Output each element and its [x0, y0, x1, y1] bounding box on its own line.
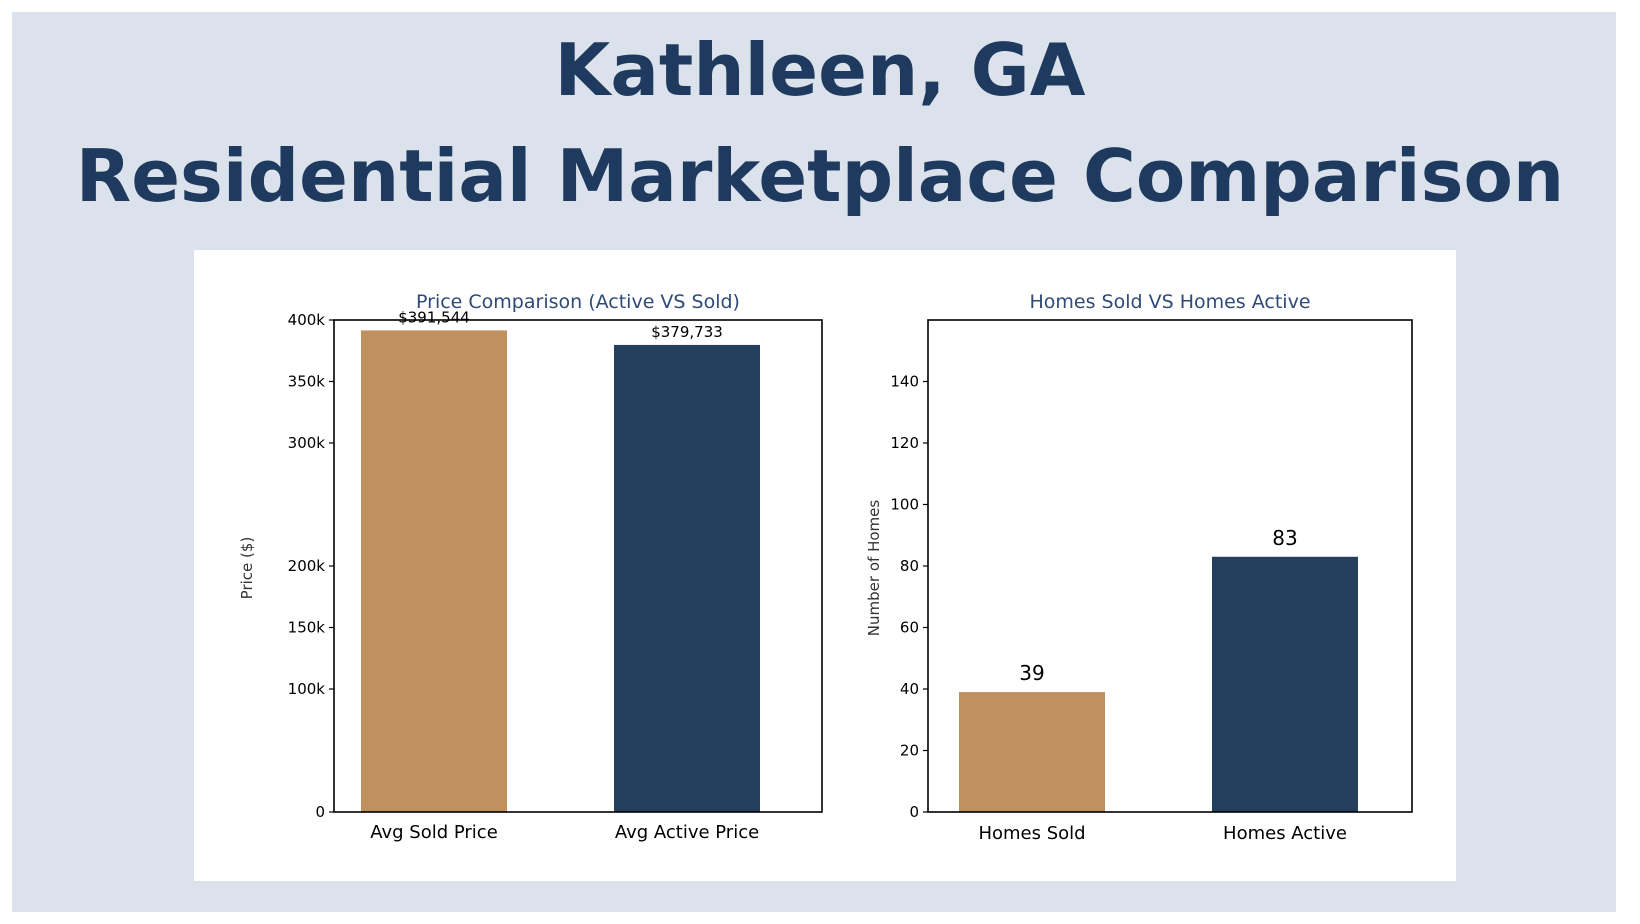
y-tick-label: 150k: [288, 619, 326, 637]
y-tick-label: 80: [900, 557, 919, 575]
y-axis-label: Price ($): [238, 537, 256, 600]
y-tick-label: 20: [900, 742, 919, 760]
category-label: Avg Active Price: [615, 822, 759, 843]
category-label: Avg Sold Price: [370, 822, 498, 843]
y-tick-label: 40: [900, 680, 919, 698]
y-tick-label: 200k: [288, 557, 326, 575]
y-tick-label: 350k: [288, 373, 326, 391]
y-tick-label: 0: [909, 803, 919, 821]
charts-svg: Price Comparison (Active VS Sold) Price (…: [238, 291, 1413, 844]
bar: [1212, 556, 1358, 812]
category-label: Homes Active: [1223, 823, 1347, 844]
data-label: 39: [1019, 661, 1044, 685]
y-tick-label: 400k: [288, 311, 326, 329]
bar: [959, 692, 1105, 812]
y-tick-label: 120: [890, 434, 919, 452]
bar: [361, 330, 507, 812]
chart-title: Homes Sold VS Homes Active: [1029, 291, 1310, 313]
y-tick-label: 300k: [288, 434, 326, 452]
data-label: 83: [1272, 526, 1297, 550]
y-tick-label: 0: [315, 803, 325, 821]
data-label: $379,733: [651, 323, 723, 341]
chart-title: Price Comparison (Active VS Sold): [416, 291, 740, 313]
y-tick-label: 140: [890, 373, 919, 391]
y-tick-label: 100: [890, 496, 919, 514]
bar: [614, 344, 760, 812]
data-label: $391,544: [398, 308, 470, 326]
y-tick-label: 60: [900, 619, 919, 637]
charts-panel: Price Comparison (Active VS Sold) Price (…: [194, 250, 1456, 881]
y-axis-label: Number of Homes: [865, 500, 883, 637]
plot-frame: [927, 319, 1413, 813]
page-subtitle: Residential Marketplace Comparison: [75, 134, 1565, 218]
y-tick-label: 100k: [288, 680, 326, 698]
plot-frame: [333, 319, 823, 813]
category-label: Homes Sold: [978, 823, 1085, 844]
page-title: Kathleen, GA: [554, 28, 1086, 112]
